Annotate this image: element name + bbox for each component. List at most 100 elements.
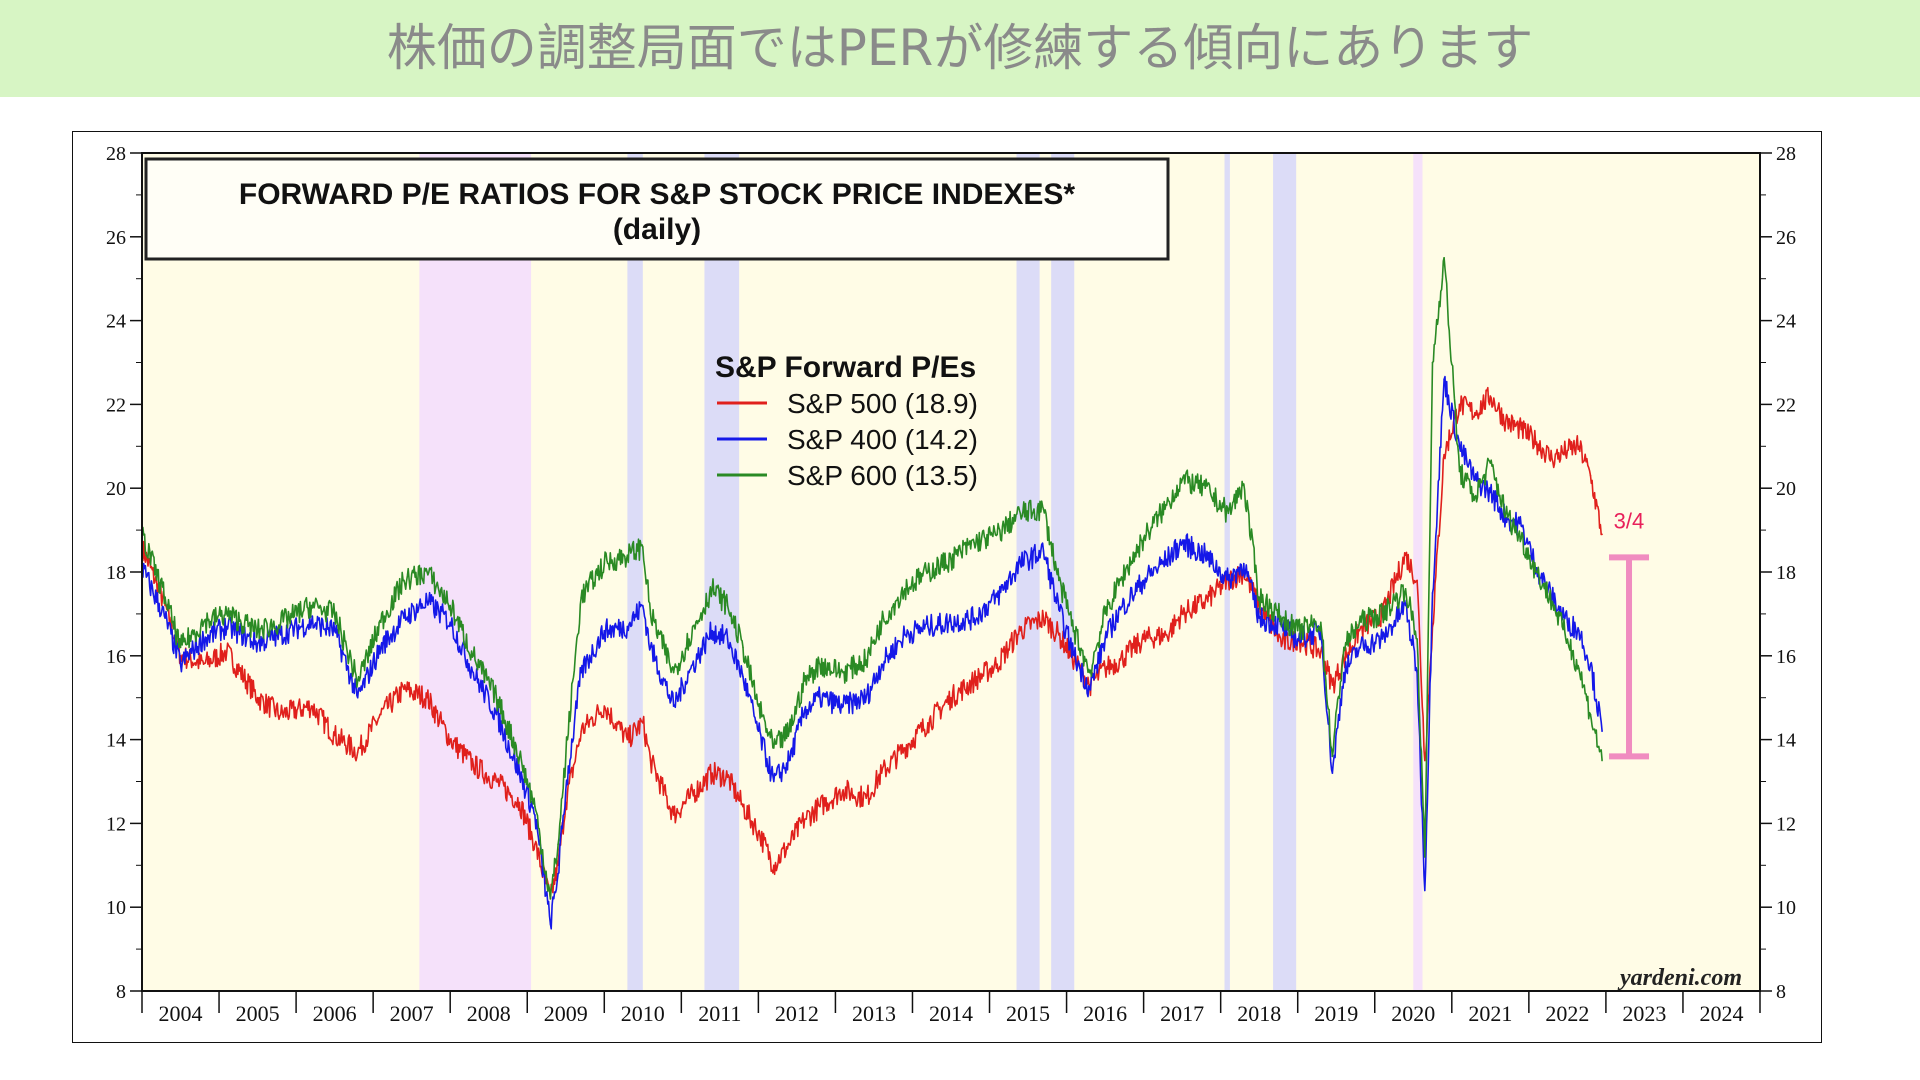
data-point: [1443, 256, 1445, 259]
data-point: [649, 759, 652, 762]
data-point: [757, 830, 760, 833]
x-tick-label: 2015: [1006, 1001, 1050, 1026]
data-point: [711, 772, 713, 774]
data-point: [225, 625, 228, 628]
data-point: [819, 805, 821, 808]
data-point: [1088, 671, 1091, 674]
data-point: [1520, 537, 1522, 540]
data-point: [626, 625, 629, 628]
plot-background: [142, 153, 1760, 991]
data-point: [1104, 667, 1106, 670]
data-point: [225, 650, 228, 653]
data-point: [1058, 579, 1060, 582]
data-point: [1281, 617, 1284, 619]
data-point: [649, 646, 652, 649]
data-point: [279, 634, 282, 636]
data-point: [1296, 629, 1299, 632]
data-point: [518, 772, 521, 774]
y-tick-label-right: 20: [1776, 478, 1796, 500]
y-tick-label-right: 16: [1776, 646, 1796, 668]
data-point: [1204, 600, 1207, 603]
data-point: [688, 797, 690, 800]
x-tick-label: 2010: [621, 1001, 665, 1026]
data-point: [534, 805, 536, 808]
data-point: [1181, 541, 1183, 544]
data-point: [1578, 629, 1580, 632]
data-point: [1566, 449, 1569, 452]
x-tick-label: 2014: [929, 1001, 973, 1026]
data-point: [1381, 613, 1384, 615]
data-point: [603, 705, 606, 707]
y-tick-label-right: 14: [1776, 730, 1796, 752]
data-point: [626, 738, 629, 741]
data-point: [1258, 617, 1260, 619]
shaded-period-1: [627, 153, 643, 991]
data-point: [403, 579, 405, 582]
data-point: [772, 780, 775, 783]
data-point: [642, 546, 644, 548]
data-point: [534, 843, 536, 846]
x-tick-label: 2012: [775, 1001, 819, 1026]
y-tick-label-right: 28: [1776, 143, 1796, 165]
y-tick-label-left: 18: [106, 562, 126, 584]
data-point: [449, 621, 451, 624]
data-point: [557, 872, 559, 875]
x-tick-label: 2008: [467, 1001, 511, 1026]
data-point: [1474, 495, 1476, 498]
x-tick-label: 2004: [159, 1001, 203, 1026]
x-tick-label: 2018: [1237, 1001, 1281, 1026]
data-point: [803, 680, 806, 682]
chart-title: FORWARD P/E RATIOS FOR S&P STOCK PRICE I…: [239, 178, 1076, 211]
data-point: [472, 671, 475, 674]
series-line-2: [141, 257, 1603, 900]
data-point: [1042, 508, 1045, 510]
data-point: [564, 755, 567, 758]
data-point: [711, 629, 713, 632]
data-point: [1431, 361, 1434, 364]
data-point: [1424, 856, 1426, 858]
y-tick-label-right: 12: [1776, 813, 1796, 835]
series-1: [141, 375, 1603, 930]
data-point: [626, 554, 629, 557]
y-tick-label-left: 16: [106, 646, 126, 668]
data-point: [1416, 579, 1418, 582]
data-point: [333, 734, 336, 737]
data-point: [279, 713, 282, 716]
data-point: [333, 629, 336, 632]
data-point: [1404, 587, 1407, 590]
series-line-1: [141, 375, 1603, 930]
y-tick-label-left: 12: [106, 813, 126, 835]
data-point: [1551, 458, 1553, 460]
title-box-frame: [144, 157, 1170, 261]
data-point: [757, 705, 760, 707]
data-point: [757, 730, 760, 733]
legend-label-sp500: S&P 500 (18.9): [787, 388, 978, 419]
data-point: [772, 747, 775, 749]
data-point: [1578, 667, 1580, 670]
data-point: [1165, 634, 1168, 636]
data-point: [518, 755, 521, 758]
data-point: [179, 663, 182, 665]
data-point: [164, 617, 166, 619]
data-point: [1589, 713, 1592, 716]
data-point: [1258, 596, 1260, 598]
data-point: [1042, 617, 1045, 619]
data-point: [1535, 567, 1538, 569]
data-point: [310, 621, 313, 624]
title-banner: 株価の調整局面ではPERが修練する傾向にあります: [0, 0, 1920, 97]
x-tick-label: 2007: [390, 1001, 434, 1026]
data-point: [1520, 525, 1522, 527]
legend-label-sp400: S&P 400 (14.2): [787, 424, 978, 455]
data-point: [1227, 512, 1230, 515]
source-credit: yardeni.com: [1617, 965, 1742, 991]
y-tick-label-left: 8: [116, 981, 126, 1003]
data-point: [1019, 512, 1022, 515]
data-point: [580, 596, 582, 598]
data-point: [1058, 608, 1060, 611]
data-point: [996, 663, 999, 665]
data-point: [649, 613, 652, 615]
data-point: [380, 621, 382, 624]
data-point: [279, 621, 282, 624]
data-point: [495, 780, 498, 783]
data-point: [1566, 638, 1569, 640]
